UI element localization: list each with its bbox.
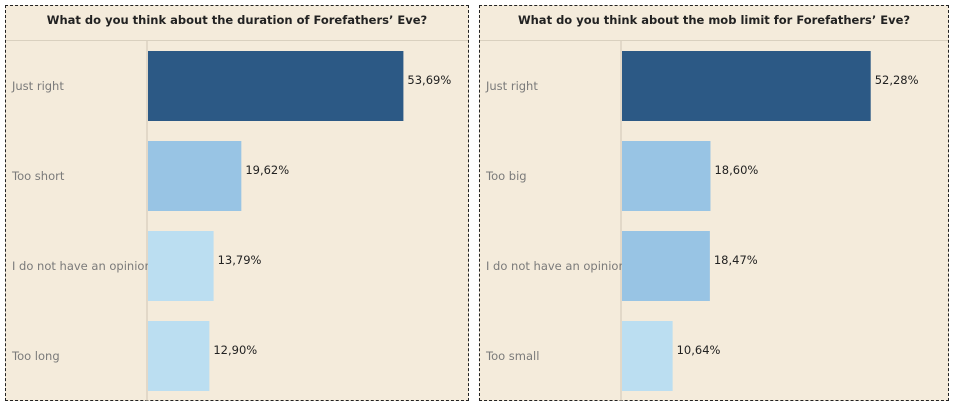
- chart-panel-duration: What do you think about the duration of …: [5, 5, 469, 401]
- bar[interactable]: [622, 321, 673, 391]
- bar[interactable]: [148, 231, 214, 301]
- chart-title: What do you think about the duration of …: [6, 6, 468, 41]
- category-label: Too short: [11, 169, 65, 183]
- category-label: I do not have an opinion: [486, 259, 626, 273]
- bar[interactable]: [622, 51, 871, 121]
- category-label: Just right: [485, 79, 538, 93]
- bar-chart-duration: Just right 53,69% Too short 19,62% I do not …: [11, 41, 451, 401]
- category-label: Too small: [485, 349, 539, 363]
- value-label: 13,79%: [218, 253, 262, 267]
- bar[interactable]: [148, 321, 210, 391]
- bar[interactable]: [622, 231, 710, 301]
- category-label: Just right: [11, 79, 64, 93]
- value-label: 10,64%: [677, 343, 721, 357]
- value-label: 18,60%: [714, 163, 758, 177]
- category-label: I do not have an opinion: [12, 259, 152, 273]
- value-label: 19,62%: [245, 163, 289, 177]
- bar[interactable]: [622, 141, 711, 211]
- bar[interactable]: [148, 141, 242, 211]
- value-label: 52,28%: [875, 73, 919, 87]
- category-label: Too long: [11, 349, 60, 363]
- category-label: Too big: [485, 169, 527, 183]
- value-label: 18,47%: [714, 253, 758, 267]
- value-label: 53,69%: [407, 73, 451, 87]
- chart-panel-mob-limit: What do you think about the mob limit fo…: [479, 5, 949, 401]
- value-label: 12,90%: [213, 343, 257, 357]
- chart-title: What do you think about the mob limit fo…: [480, 6, 948, 41]
- bar-chart-mob-limit: Just right 52,28% Too big 18,60% I do not ha…: [485, 41, 919, 401]
- bar[interactable]: [148, 51, 404, 121]
